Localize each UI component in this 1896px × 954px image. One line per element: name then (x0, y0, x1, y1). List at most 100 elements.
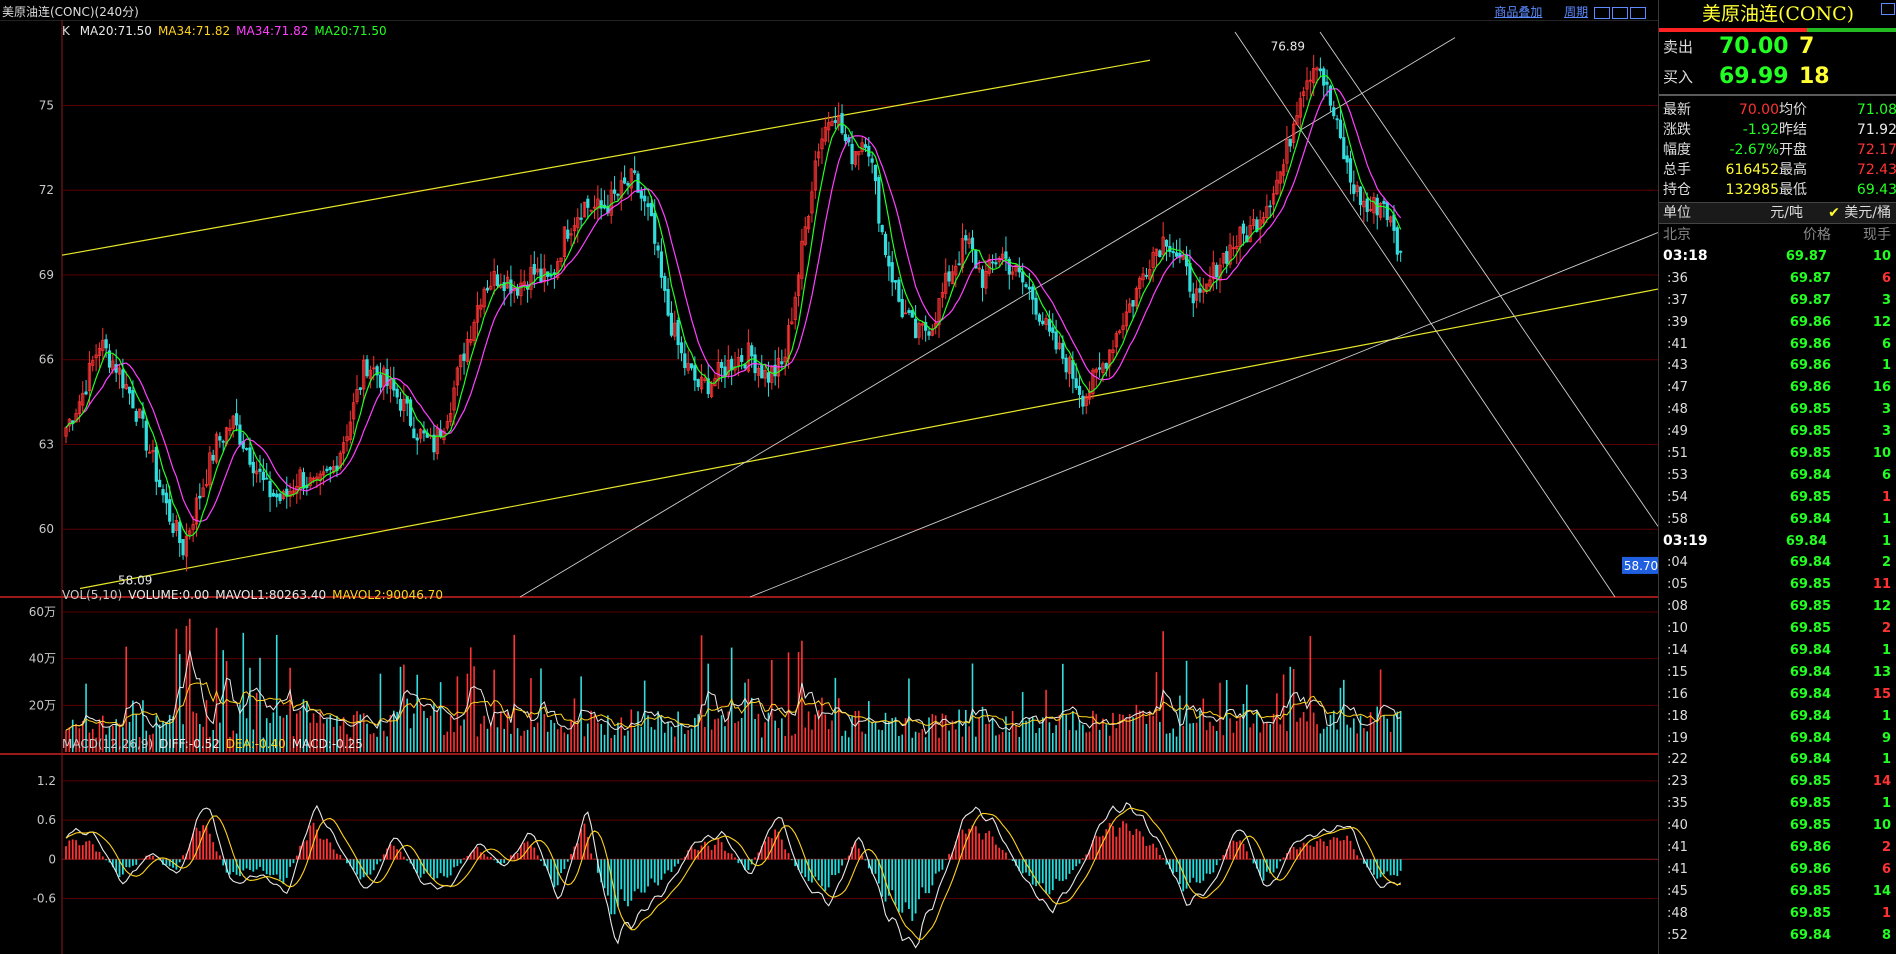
tick-row[interactable]: :35 69.85 1 (1659, 793, 1896, 815)
chart-canvas[interactable]: 75 72 69 66 63 60 60万 40万 20万 1.2 0.6 0 -0.6 76.89 58.… (0, 0, 1658, 954)
layout-icon[interactable] (1630, 6, 1646, 19)
tick-row[interactable]: :05 69.85 11 (1659, 574, 1896, 596)
tick-price: 69.86 (1789, 314, 1831, 330)
tick-volume: 1 (1881, 708, 1891, 724)
candle-body (101, 339, 105, 352)
tick-row[interactable]: :47 69.86 16 (1659, 377, 1896, 399)
candle-body (1251, 219, 1256, 226)
chart-area[interactable]: 美原油连(CONC)(240分) 商品叠加 周期 75 72 69 66 63 60 60万… (0, 0, 1658, 954)
tick-row[interactable]: :14 69.84 1 (1659, 640, 1896, 662)
candle-body (77, 401, 81, 415)
candle-body (472, 321, 476, 341)
tick-time: :10 (1667, 621, 1688, 637)
tick-row[interactable]: :36 69.87 6 (1659, 268, 1896, 290)
tick-volume: 1 (1881, 752, 1891, 768)
tick-row[interactable]: :52 69.84 8 (1659, 925, 1896, 947)
candle-body (890, 262, 894, 283)
candle-body (449, 413, 453, 423)
tick-price: 69.85 (1789, 424, 1831, 440)
tick-row[interactable]: :51 69.85 10 (1659, 443, 1896, 465)
candle-body (1225, 251, 1229, 264)
candle-body (1124, 311, 1128, 327)
volume-legend-item-2: MAVOL1:80263.40 (215, 588, 327, 602)
tick-row[interactable]: :41 69.86 2 (1659, 837, 1896, 859)
candle-body (288, 491, 292, 497)
tick-row[interactable]: :04 69.84 2 (1659, 552, 1896, 574)
candle-body (1034, 297, 1038, 315)
tick-row[interactable]: :54 69.85 1 (1659, 487, 1896, 509)
unit-selector[interactable]: 单位 元/吨 ✔ 美元/桶 (1659, 202, 1896, 224)
tick-volume: 10 (1872, 818, 1891, 834)
kline-legend: K MA20:71.50 MA34:71.82 MA34:71.82 MA20:71.… (62, 24, 399, 38)
tick-row[interactable]: 03:18 69.87 10 (1659, 246, 1896, 268)
price-tick-label: 72 (39, 183, 54, 197)
tick-row[interactable]: :18 69.84 1 (1659, 706, 1896, 728)
stat-label: 涨跌 (1663, 122, 1691, 138)
tick-row[interactable]: :19 69.84 9 (1659, 728, 1896, 750)
restore-icon[interactable] (1881, 3, 1895, 15)
tick-row[interactable]: :40 69.85 10 (1659, 815, 1896, 837)
candle-body (970, 237, 975, 250)
candle-body (1037, 314, 1041, 322)
tick-row[interactable]: :48 69.85 1 (1659, 903, 1896, 925)
bid-row: 买入 69.99 18 (1659, 62, 1896, 92)
candle-body (385, 369, 389, 386)
tick-row[interactable]: 03:19 69.84 1 (1659, 531, 1896, 553)
tick-row[interactable]: :45 69.85 14 (1659, 881, 1896, 903)
candle-body (663, 276, 667, 291)
tick-row[interactable]: :37 69.87 3 (1659, 290, 1896, 312)
candle-body (275, 493, 279, 498)
tick-price: 69.85 (1789, 905, 1831, 921)
candle-body (1278, 171, 1282, 184)
candle-body (74, 413, 78, 423)
candle-body (900, 299, 904, 318)
tick-row[interactable]: :43 69.86 1 (1659, 355, 1896, 377)
tick-row[interactable]: :53 69.84 6 (1659, 465, 1896, 487)
tick-row[interactable]: :41 69.86 6 (1659, 859, 1896, 881)
candle-body (720, 362, 724, 368)
layout-icon[interactable] (1612, 6, 1628, 19)
macd-diff-line (65, 802, 1402, 949)
candle-body (67, 418, 71, 427)
tick-row[interactable]: :08 69.85 12 (1659, 596, 1896, 618)
candle-body (261, 471, 265, 481)
tick-time: 03:19 (1663, 532, 1708, 549)
unit-option-cny[interactable]: 元/吨 (1770, 205, 1803, 221)
candle-body (455, 367, 459, 386)
tick-row[interactable]: :39 69.86 12 (1659, 312, 1896, 334)
ask-volume: 7 (1799, 34, 1815, 59)
overlay-link[interactable]: 商品叠加 (1494, 5, 1543, 19)
candle-body (740, 355, 744, 362)
macd-legend-item-0: MACD(12,26,9) (62, 737, 154, 751)
candle-body (967, 238, 971, 244)
bid-volume: 18 (1799, 64, 1830, 89)
tick-row[interactable]: :41 69.86 6 (1659, 334, 1896, 356)
tick-price: 69.85 (1789, 883, 1831, 899)
tick-row[interactable]: :16 69.84 15 (1659, 684, 1896, 706)
tick-price: 69.85 (1789, 577, 1831, 593)
stat-value: 70.00 (1738, 102, 1779, 118)
unit-option-usd[interactable]: ✔ 美元/桶 (1828, 205, 1891, 221)
candle-body (639, 190, 643, 199)
price-tick-label: 66 (39, 353, 54, 367)
tick-row[interactable]: :10 69.85 2 (1659, 618, 1896, 640)
tick-row[interactable]: :15 69.84 13 (1659, 662, 1896, 684)
candle-body (231, 415, 235, 429)
candle-body (489, 285, 493, 290)
period-link[interactable]: 周期 (1564, 5, 1589, 19)
tick-row[interactable]: :49 69.85 3 (1659, 421, 1896, 443)
candle-body (81, 392, 85, 406)
tick-row[interactable]: :22 69.84 1 (1659, 749, 1896, 771)
divider (1659, 94, 1896, 96)
candle-body (398, 398, 403, 411)
candle-body (372, 367, 376, 370)
tick-row[interactable]: :23 69.85 14 (1659, 771, 1896, 793)
tick-row[interactable]: :58 69.84 1 (1659, 509, 1896, 531)
candle-body (980, 269, 985, 288)
tick-time: :48 (1667, 402, 1688, 418)
tick-time: :19 (1667, 730, 1688, 746)
layout-icon[interactable] (1594, 6, 1610, 19)
tick-table[interactable]: 03:18 69.87 10:36 69.87 6:37 69.87 3:39 69.86 12… (1659, 246, 1896, 947)
tick-row[interactable]: :48 69.85 3 (1659, 399, 1896, 421)
candle-body (392, 379, 396, 391)
